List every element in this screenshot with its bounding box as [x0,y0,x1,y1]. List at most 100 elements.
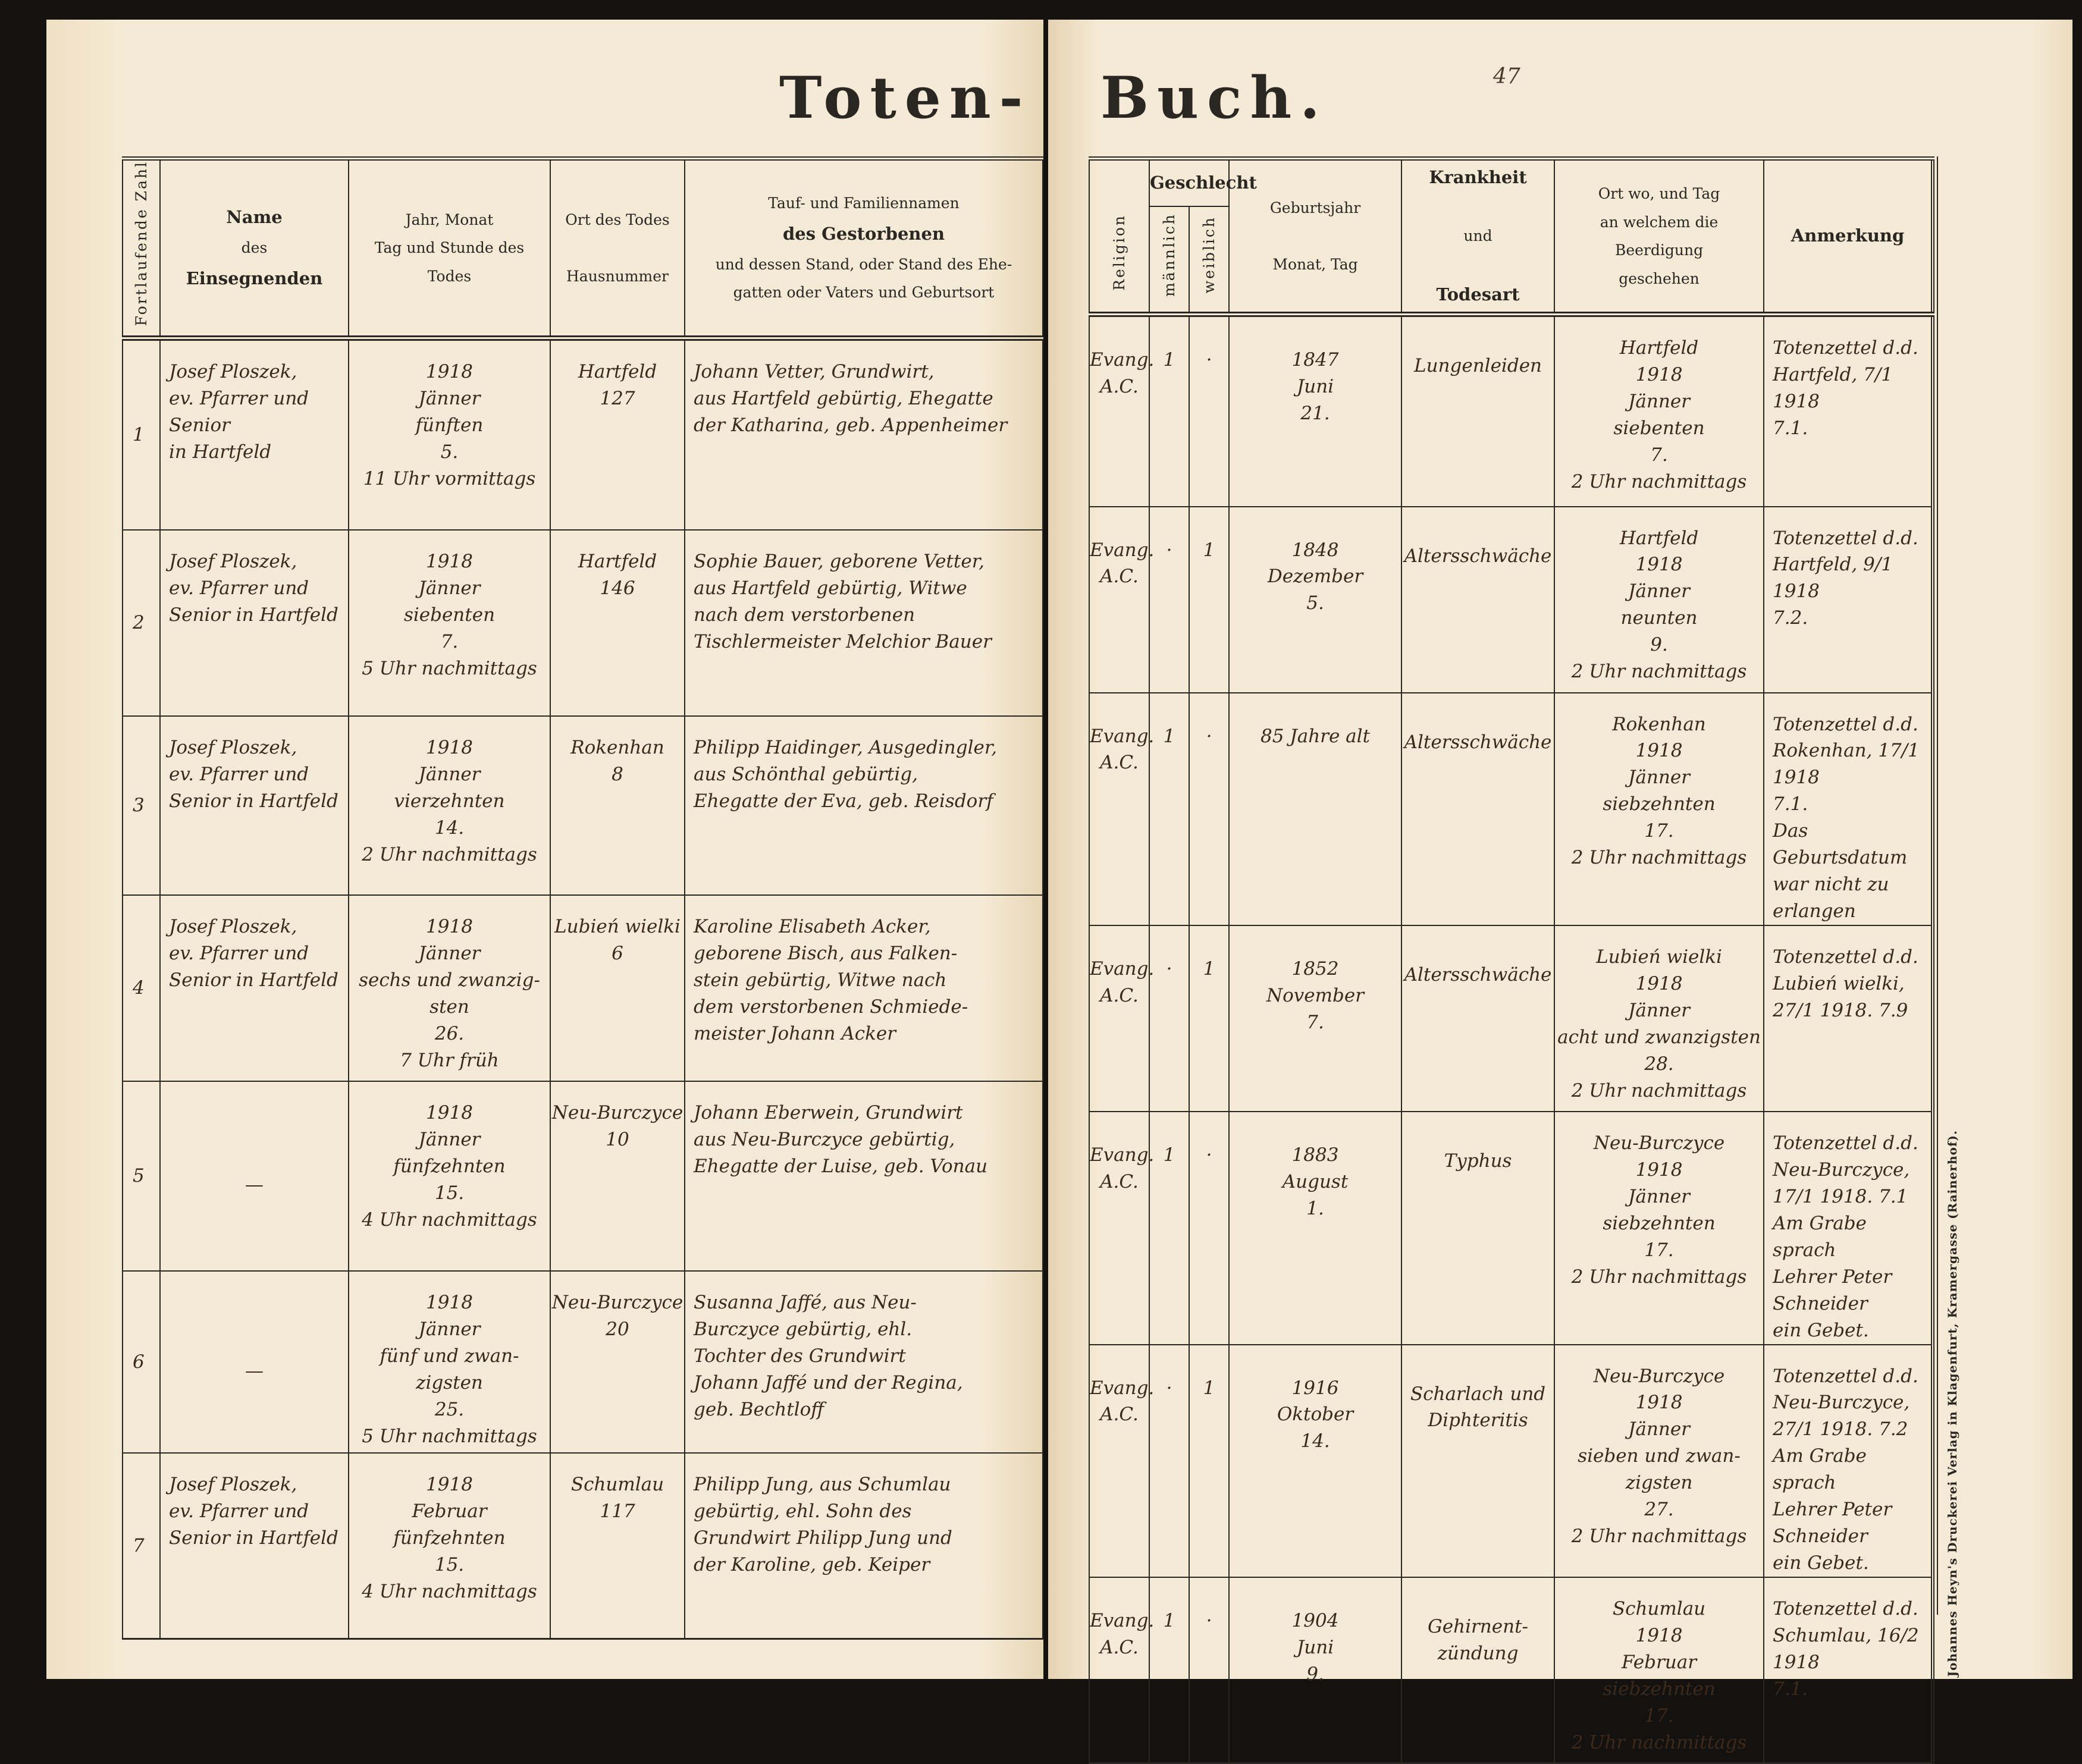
religion-line: Evang. [1090,725,1155,747]
birth-date-line: 7. [1306,1011,1324,1033]
deceased-info: Susanna Jaffé, aus Neu- Burczyce gebürtig… [684,1271,1043,1454]
religion-line: Evang. [1090,1377,1155,1399]
header-cause: Krankheit und Todesart [1401,158,1556,317]
entry-row-left: 1 Josef Ploszek, ev. Pfarrer und Senior in … [122,338,1043,531]
death-place-line: 146 [600,577,635,599]
burial-place-date-line: 1918 [1635,1624,1683,1646]
sex-female-line: 1 [1203,1377,1215,1399]
death-date-line: 1918 [426,360,473,382]
header-date-l3: Todes [427,267,472,285]
death-date-line: 1918 [426,1102,473,1124]
cause-of-death: Lungenleiden [1401,314,1556,507]
cause-of-death: Typhus [1401,1112,1556,1345]
entry-number-line: 5 [133,1165,145,1187]
header-place-l1: Ort des Todes [565,211,670,228]
death-date: 1918 Jänner fünften 5. 11 Uhr vormittags [348,338,551,531]
sex-male-line: · [1166,1377,1172,1399]
entry-row-right: Evang. A.C. 1 · 1847 Juni 21. Lungenleiden Hartf… [1089,314,1934,507]
sex-female-line: · [1206,349,1212,371]
cause-of-death-line: Diphteritis [1428,1410,1528,1432]
header-deceased-l1: Tauf- und Familiennamen [768,194,960,212]
burial-place-date-line: sieben und zwan- [1578,1445,1741,1467]
birth-date: 1904 Juni 9. [1228,1577,1403,1763]
death-date-line: 15. [434,1554,465,1576]
header-burial-l2: an welchem die Beerdigung [1600,213,1719,259]
remarks-line: 7.1. [1773,793,1808,815]
religion-line: A.C. [1100,1404,1139,1426]
deceased-info-line: Grundwirt Philipp Jung und [694,1527,952,1549]
birth-date-line: November [1266,984,1365,1006]
cause-of-death-line: Gehirnent- [1428,1616,1529,1637]
birth-date-line: 9. [1306,1663,1324,1685]
burial-place-date: Hartfeld 1918 Jänner siebenten 7. 2 Uhr nachm… [1554,314,1765,507]
header-deceased-l2: des Gestorbenen [782,223,945,244]
burial-place-date-line: siebzehnten [1603,793,1716,815]
cause-of-death-line: Lungenleiden [1414,355,1542,376]
officiant-name-line: Josef Ploszek, [169,916,297,938]
sex-male-line: · [1166,539,1172,561]
death-date-line: 1918 [426,916,473,938]
header-birth-l1: Geburtsjahr [1269,199,1361,216]
burial-place-date-line: Rokenhan [1612,713,1706,735]
death-date-line: siebenten [403,604,496,626]
header-deceased-l3: und dessen Stand, oder Stand des Ehe- [715,255,1012,273]
burial-place-date-line: 1918 [1635,554,1683,576]
remarks-line: ein Gebet. [1773,1552,1869,1574]
sex-female: 1 [1188,925,1230,1112]
entry-number: 6 [122,1271,161,1454]
religion: Evang. A.C. [1089,314,1154,507]
deceased-info-line: der Karoline, geb. Keiper [694,1554,930,1576]
officiant-name-line: Senior in Hartfeld [169,790,338,812]
header-remarks-label: Anmerkung [1791,225,1905,246]
religion-line: Evang. [1090,539,1155,561]
birth-date-line: 85 Jahre alt [1260,725,1371,747]
deceased-info-line: meister Johann Acker [694,1023,896,1045]
death-date-line: 11 Uhr vormittags [363,467,536,489]
deceased-info-line: aus Schönthal gebürtig, [694,764,918,786]
remarks-line: Totenzettel d.d. [1773,337,1918,359]
entry-row-right: Evang. A.C. 1 · 1883 August 1. Typhus Neu-Burczy… [1089,1112,1934,1345]
header-sex: Geschlecht [1148,158,1257,207]
remarks-line: 7.1. [1773,417,1808,439]
death-date-line: Jänner [418,1129,481,1151]
sex-female: · [1188,1577,1230,1763]
officiant-name-line: Josef Ploszek, [169,737,297,759]
officiant-name-line: Senior in Hartfeld [169,1527,338,1549]
deceased-info: Philipp Haidinger, Ausgedingler, aus Schö… [684,716,1043,896]
header-date-l1: Jahr, Monat [405,211,494,228]
sex-female: · [1188,692,1230,926]
header-name: Name des Einsegnenden [159,158,349,341]
deceased-info: Sophie Bauer, geborene Vetter, aus Hartfe… [684,530,1043,717]
birth-date: 85 Jahre alt [1228,692,1403,926]
death-date-line: 1918 [426,737,473,759]
officiant-name-line: Senior in Hartfeld [169,604,338,626]
deceased-info-line: Karoline Elisabeth Acker, [694,916,931,938]
sex-male-line: 1 [1163,349,1175,371]
remarks-line: Lubień wielki, [1773,972,1905,994]
header-religion: Religion [1089,158,1150,317]
birth-date-line: 1848 [1291,539,1339,561]
sex-male: 1 [1149,314,1190,507]
entry-number-line: 4 [133,977,145,999]
officiant-name: — [159,1271,349,1454]
officiant-name-line: ev. Pfarrer und [169,577,309,599]
religion-line: Evang. [1090,1144,1155,1166]
remarks: Totenzettel d.d. Rokenhan, 17/1 1918 7.1. D… [1763,692,1934,926]
sex-male: · [1149,925,1190,1112]
deceased-info-line: stein gebürtig, Witwe nach [694,969,947,991]
death-date-line: 1918 [426,1474,473,1496]
death-date-line: zigsten [416,1372,483,1394]
religion: Evang. A.C. [1089,1344,1155,1578]
birth-date-line: Oktober [1277,1404,1354,1426]
deceased-info-line: Ehegatte der Eva, geb. Reisdorf [694,790,993,812]
burial-place-date-line: 7. [1650,444,1668,466]
death-date: 1918 Februar fünfzehnten 15. 4 Uhr nachmitta… [348,1453,551,1640]
death-place: Neu-Burczyce 10 [550,1081,685,1272]
death-date-line: 14. [434,817,465,839]
deceased-info-line: geborene Bisch, aus Falken- [694,943,958,965]
religion-line: A.C. [1100,984,1139,1006]
birth-date-line: 1916 [1291,1377,1339,1399]
religion-line: A.C. [1100,1636,1139,1658]
death-date-line: 4 Uhr nachmittags [362,1581,537,1603]
sex-female-line: · [1206,1144,1212,1166]
